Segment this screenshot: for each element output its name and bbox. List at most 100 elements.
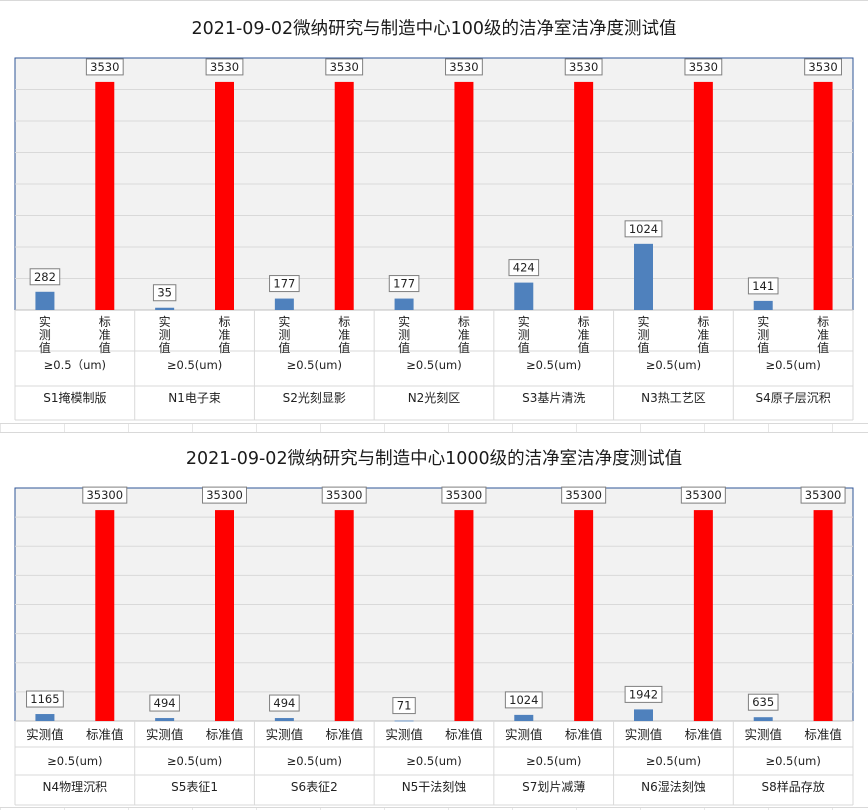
data-label: 35 bbox=[157, 286, 172, 300]
data-label-box bbox=[624, 685, 663, 703]
particle-size-label: ≥0.5(um) bbox=[287, 358, 342, 372]
data-label-box bbox=[388, 275, 420, 293]
category-label: N1电子束 bbox=[168, 391, 221, 405]
chart-plot: 282 实测值 3530 标准值 ≥0.5（um) S1掩模制版 35 实测值 3530 标准值 ≥… bbox=[14, 57, 854, 421]
series-label: 值 bbox=[99, 340, 111, 355]
particle-size-label: ≥0.5(um) bbox=[646, 754, 701, 768]
data-label: 635 bbox=[752, 695, 774, 709]
data-label: 3530 bbox=[210, 60, 239, 74]
series-label: 标准值 bbox=[685, 727, 723, 742]
data-label: 3530 bbox=[449, 60, 478, 74]
series-label: 值 bbox=[398, 340, 410, 355]
data-label: 35300 bbox=[86, 488, 123, 502]
data-label-box bbox=[325, 58, 364, 76]
series-label: 实测值 bbox=[26, 727, 64, 742]
bar bbox=[394, 298, 414, 310]
data-label: 1165 bbox=[30, 692, 59, 706]
cleanroom-1000-chart: 2021-09-02微纳研究与制造中心1000级的洁净室洁净度测试值 1165 实… bbox=[0, 432, 868, 808]
data-label-box bbox=[441, 486, 487, 504]
particle-size-label: ≥0.5(um) bbox=[526, 358, 581, 372]
series-label: 测 bbox=[757, 328, 769, 342]
category-label: S5表征1 bbox=[171, 780, 218, 794]
data-label-box bbox=[561, 486, 607, 504]
series-label: 值 bbox=[458, 340, 470, 355]
particle-size-label: ≥0.5(um) bbox=[406, 754, 461, 768]
data-label-box bbox=[82, 486, 128, 504]
chart-title: 2021-09-02微纳研究与制造中心100级的洁净室洁净度测试值 bbox=[191, 19, 677, 39]
data-label: 282 bbox=[34, 270, 56, 284]
data-label: 141 bbox=[752, 279, 774, 293]
bar bbox=[753, 300, 773, 310]
series-label: 准 bbox=[578, 328, 590, 342]
bar bbox=[334, 81, 354, 311]
data-label: 3530 bbox=[90, 60, 119, 74]
data-label-box bbox=[392, 697, 416, 715]
series-label: 值 bbox=[338, 340, 350, 355]
series-label: 标 bbox=[578, 315, 590, 329]
bar bbox=[215, 510, 234, 721]
data-label: 424 bbox=[513, 261, 535, 275]
series-label: 准 bbox=[99, 328, 111, 342]
data-label: 35300 bbox=[685, 488, 722, 502]
series-label: 实测值 bbox=[146, 727, 184, 742]
series-label: 标准值 bbox=[804, 727, 842, 742]
data-label-box bbox=[269, 275, 300, 293]
particle-size-label: ≥0.5(um) bbox=[765, 754, 820, 768]
bar bbox=[693, 81, 713, 311]
series-label: 实测值 bbox=[744, 727, 782, 742]
series-label: 值 bbox=[278, 340, 290, 355]
data-label-box bbox=[152, 284, 177, 302]
series-label: 值 bbox=[757, 340, 769, 355]
bar bbox=[813, 510, 833, 721]
data-label: 494 bbox=[273, 696, 295, 710]
category-label: S4原子层沉积 bbox=[756, 391, 831, 405]
bar bbox=[334, 510, 354, 721]
data-label-box bbox=[747, 693, 779, 711]
data-label: 3530 bbox=[569, 60, 598, 74]
data-label: 3530 bbox=[808, 60, 837, 74]
bar bbox=[394, 720, 414, 722]
series-label: 测 bbox=[39, 328, 51, 342]
bar bbox=[574, 510, 594, 721]
series-label: 标准值 bbox=[325, 727, 363, 742]
bar bbox=[514, 282, 534, 310]
category-label: N2光刻区 bbox=[408, 391, 461, 405]
bar bbox=[95, 510, 115, 721]
series-label: 测 bbox=[518, 328, 530, 342]
series-label: 实测值 bbox=[625, 727, 663, 742]
bar bbox=[634, 709, 653, 721]
category-label: S3基片清洗 bbox=[522, 391, 585, 405]
series-label: 标准值 bbox=[565, 727, 603, 742]
bar bbox=[693, 510, 713, 721]
data-label-box bbox=[804, 58, 842, 76]
series-label: 准 bbox=[697, 328, 709, 342]
data-label-box bbox=[508, 259, 540, 277]
bar bbox=[35, 714, 55, 721]
series-label: 实 bbox=[518, 314, 530, 329]
particle-size-label: ≥0.5(um) bbox=[646, 358, 701, 372]
series-label: 标 bbox=[99, 315, 111, 329]
series-label: 实 bbox=[159, 314, 171, 329]
series-label: 实 bbox=[637, 314, 649, 329]
data-label-box bbox=[504, 691, 543, 709]
data-label-box bbox=[269, 694, 300, 712]
particle-size-label: ≥0.5(um) bbox=[526, 754, 581, 768]
data-label: 3530 bbox=[689, 60, 718, 74]
bar bbox=[454, 510, 474, 721]
category-label: S7划片减薄 bbox=[522, 779, 585, 794]
category-label: N4物理沉积 bbox=[43, 780, 108, 794]
data-label-box bbox=[800, 486, 846, 504]
particle-size-label: ≥0.5(um) bbox=[167, 358, 222, 372]
series-label: 实 bbox=[39, 314, 51, 329]
data-label-box bbox=[445, 58, 483, 76]
data-label: 35300 bbox=[565, 488, 602, 502]
bar bbox=[634, 243, 653, 310]
particle-size-label: ≥0.5(um) bbox=[167, 754, 222, 768]
data-label-box bbox=[680, 486, 726, 504]
series-label: 准 bbox=[817, 328, 829, 342]
category-label: S2光刻显影 bbox=[283, 391, 346, 405]
series-label: 测 bbox=[398, 328, 410, 342]
category-label: S1掩模制版 bbox=[43, 391, 106, 405]
bar bbox=[574, 81, 594, 311]
bar bbox=[274, 718, 294, 721]
